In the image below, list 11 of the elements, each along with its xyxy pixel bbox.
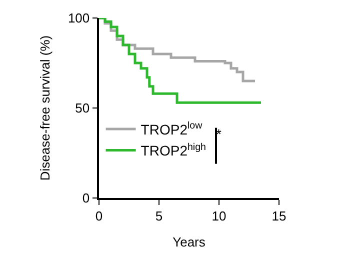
- y-tick-label: 50: [75, 100, 90, 116]
- y-axis-title: Disease-free survival (%): [37, 35, 52, 181]
- y-tick-label: 100: [68, 10, 90, 26]
- x-tick-label: 0: [95, 208, 103, 224]
- x-axis-title: Years: [172, 234, 206, 250]
- legend-label: TROP2$^{low}$: [140, 120, 204, 138]
- x-tick-label: 15: [272, 208, 286, 224]
- x-tick-label: 10: [212, 208, 226, 224]
- legend-label: TROP2$^{high}$: [140, 142, 206, 159]
- x-tick-label: 5: [155, 208, 163, 224]
- y-tick-label: 0: [82, 190, 90, 206]
